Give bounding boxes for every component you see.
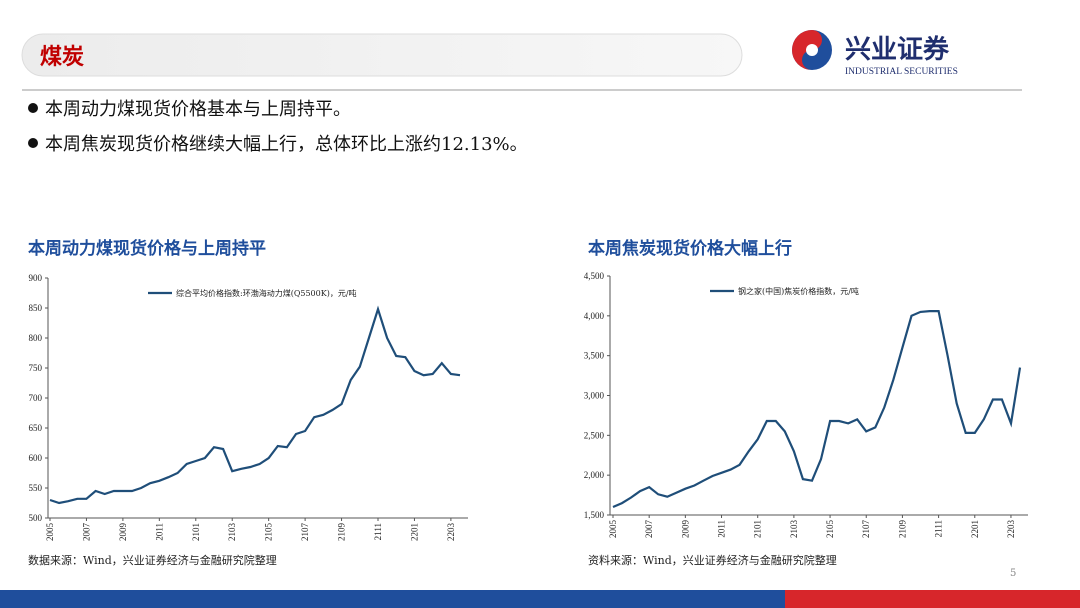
x-tick-label: 2109 (337, 523, 347, 542)
x-tick-label: 2009 (680, 520, 690, 539)
header-title: 煤炭 (40, 44, 84, 70)
y-tick-label: 800 (29, 333, 43, 343)
logo (792, 30, 832, 70)
y-tick-label: 2,000 (584, 470, 605, 480)
x-tick-label: 2107 (300, 523, 310, 542)
chart-source: 数据来源：Wind，兴业证券经济与金融研究院整理 (28, 553, 277, 567)
series-line (612, 310, 1022, 509)
y-tick-label: 550 (29, 483, 43, 493)
x-tick-label: 2201 (409, 523, 419, 541)
header-bar (21, 33, 743, 77)
series-line (49, 305, 461, 505)
footer-bar (0, 590, 785, 608)
x-tick-label: 2105 (825, 520, 835, 539)
x-tick-label: 2107 (861, 520, 871, 539)
y-tick-label: 2,500 (584, 430, 605, 440)
x-tick-label: 2103 (789, 520, 799, 539)
x-tick-label: 2201 (970, 520, 980, 538)
y-tick-label: 850 (29, 303, 43, 313)
x-tick-label: 2203 (1006, 520, 1016, 539)
bullet-dot (28, 138, 38, 148)
x-tick-label: 2007 (81, 523, 91, 542)
y-tick-label: 600 (29, 453, 43, 463)
legend-label: 综合平均价格指数:环渤海动力煤(Q5500K)，元/吨 (176, 288, 357, 298)
y-tick-label: 900 (29, 273, 43, 283)
x-tick-label: 2011 (154, 523, 164, 541)
y-tick-label: 1,500 (584, 510, 605, 520)
footer-bar (785, 590, 1080, 608)
x-tick-label: 2101 (753, 520, 763, 538)
x-tick-label: 2101 (191, 523, 201, 541)
x-tick-label: 2111 (934, 520, 944, 537)
x-tick-label: 2005 (45, 523, 55, 542)
chart-title: 本周动力煤现货价格与上周持平 (28, 238, 266, 259)
x-tick-label: 2007 (644, 520, 654, 539)
legend-label: 钢之家(中国)焦炭价格指数，元/吨 (738, 286, 859, 296)
x-tick-label: 2111 (373, 523, 383, 540)
chart-source: 资料来源：Wind，兴业证券经济与金融研究院整理 (588, 553, 837, 567)
x-tick-label: 2011 (717, 520, 727, 538)
x-tick-label: 2105 (264, 523, 274, 542)
y-tick-label: 500 (29, 513, 43, 523)
logo-en: INDUSTRIAL SECURITIES (845, 67, 958, 77)
x-tick-label: 2009 (118, 523, 128, 542)
x-tick-label: 2109 (897, 520, 907, 539)
y-tick-label: 3,000 (584, 391, 605, 401)
y-tick-label: 700 (29, 393, 43, 403)
y-tick-label: 4,000 (584, 311, 605, 321)
logo-cn: 兴业证券 (845, 35, 950, 65)
bullet-dot (28, 103, 38, 113)
y-tick-label: 650 (29, 423, 43, 433)
bullet: 本周动力煤现货价格基本与上周持平。 (45, 99, 351, 120)
y-tick-label: 750 (29, 363, 43, 373)
page-number: 5 (1010, 568, 1016, 579)
y-tick-label: 4,500 (584, 271, 605, 281)
chart-title: 本周焦炭现货价格大幅上行 (588, 238, 792, 259)
y-tick-label: 3,500 (584, 351, 605, 361)
x-tick-label: 2203 (446, 523, 456, 542)
x-tick-label: 2005 (608, 520, 618, 539)
bullet: 本周焦炭现货价格继续大幅上行，总体环比上涨约12.13%。 (45, 134, 528, 155)
x-tick-label: 2103 (227, 523, 237, 542)
